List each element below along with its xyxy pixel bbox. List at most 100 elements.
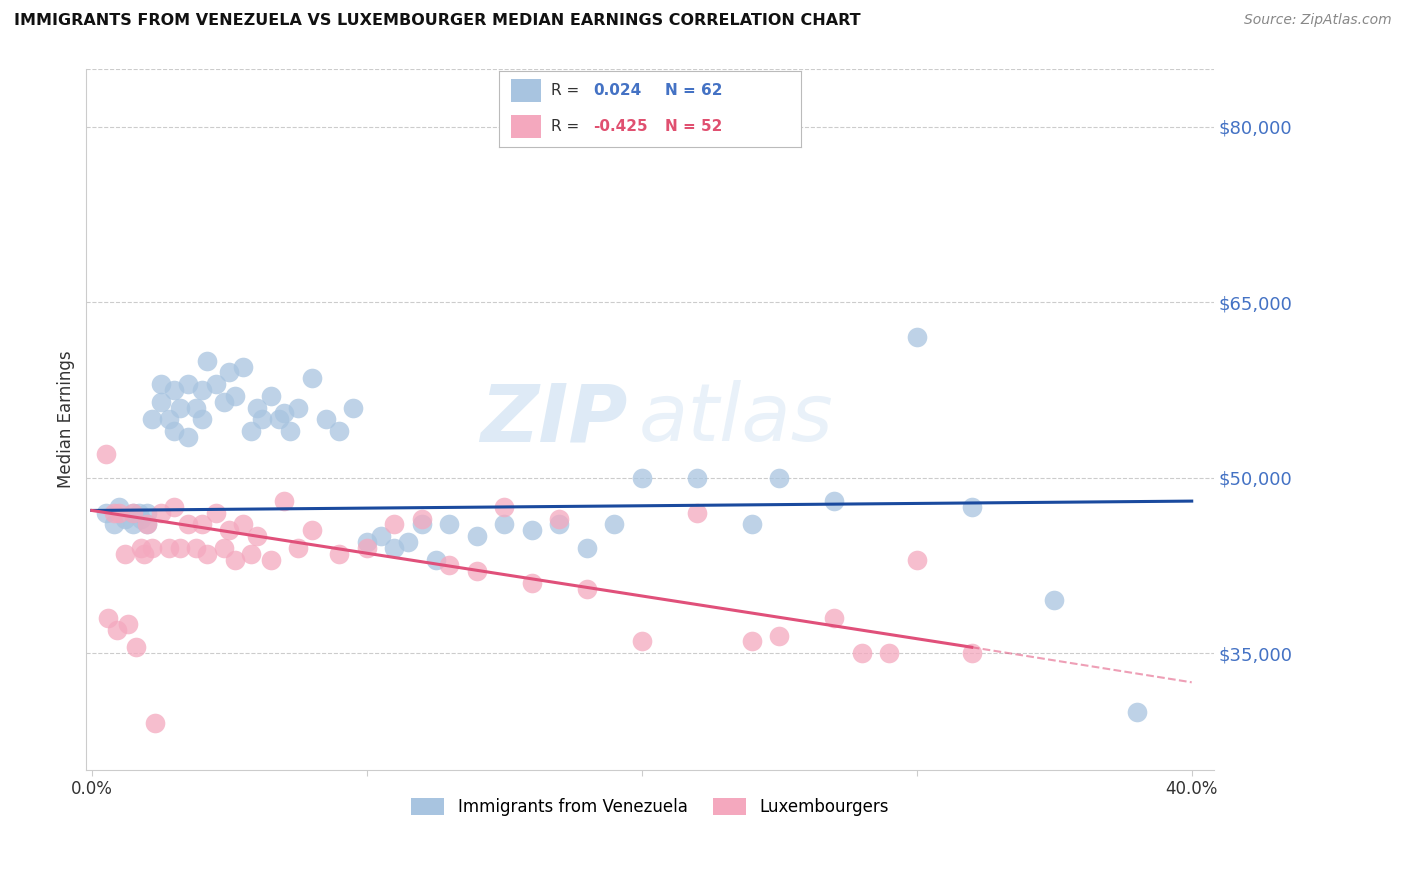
Text: R =: R = (551, 120, 579, 134)
Point (252, 412, 274, 426)
Point (125, 640, 148, 655)
Point (114, 511, 136, 525)
Point (97, 611, 120, 625)
Point (356, 541, 378, 555)
Point (212, 541, 235, 555)
Point (494, 500, 516, 514)
Point (425, 552, 447, 566)
Point (191, 517, 214, 532)
Point (267, 412, 290, 426)
Point (768, 628, 790, 642)
Point (273, 494, 295, 508)
Point (411, 517, 433, 532)
Point (122, 506, 145, 520)
Point (149, 377, 172, 392)
Point (259, 552, 281, 566)
Point (163, 500, 186, 514)
Point (851, 646, 873, 660)
Point (259, 389, 281, 403)
Point (135, 517, 157, 532)
Point (195, 353, 218, 368)
Point (94, 447, 117, 461)
Text: R =: R = (551, 83, 579, 98)
Point (575, 541, 598, 555)
Point (382, 541, 405, 555)
Point (163, 383, 186, 397)
Point (195, 547, 218, 561)
Point (246, 529, 269, 543)
Point (439, 517, 461, 532)
Point (117, 616, 139, 631)
Bar (512, 115, 541, 138)
Point (1125, 705, 1147, 719)
Text: N = 52: N = 52 (665, 120, 723, 134)
Point (177, 377, 200, 392)
Point (877, 646, 900, 660)
Point (328, 424, 350, 438)
Point (301, 524, 323, 538)
Point (905, 330, 928, 344)
Point (287, 541, 309, 555)
Bar (512, 79, 541, 102)
Point (157, 541, 180, 555)
Point (218, 366, 240, 380)
Point (439, 558, 461, 573)
Point (163, 424, 186, 438)
Point (520, 524, 543, 538)
Point (356, 535, 378, 549)
Point (960, 500, 983, 514)
Point (273, 406, 295, 420)
Point (149, 394, 172, 409)
Point (191, 383, 214, 397)
Point (768, 471, 790, 485)
Point (630, 634, 652, 648)
Point (494, 517, 516, 532)
Text: ZIP: ZIP (479, 380, 627, 458)
Point (114, 547, 136, 561)
Point (149, 506, 172, 520)
Text: atlas: atlas (638, 380, 834, 458)
Point (191, 412, 214, 426)
Point (186, 541, 208, 555)
Point (240, 424, 263, 438)
Point (575, 582, 598, 596)
Point (328, 547, 350, 561)
Text: -0.425: -0.425 (593, 120, 648, 134)
Point (465, 564, 488, 578)
Point (603, 517, 626, 532)
Point (224, 552, 246, 566)
Point (169, 541, 191, 555)
Point (103, 506, 125, 520)
Y-axis label: Median Earnings: Median Earnings (58, 351, 75, 488)
Point (141, 412, 163, 426)
Point (396, 535, 419, 549)
Point (186, 401, 208, 415)
Point (686, 471, 709, 485)
Point (212, 394, 235, 409)
Point (278, 424, 301, 438)
Point (122, 517, 145, 532)
Point (232, 517, 254, 532)
Point (548, 517, 571, 532)
Point (315, 412, 337, 426)
Text: 0.024: 0.024 (593, 83, 641, 98)
Point (135, 506, 157, 520)
Point (224, 389, 246, 403)
Point (823, 611, 845, 625)
Point (232, 359, 254, 374)
Point (129, 511, 152, 525)
Point (141, 541, 163, 555)
Point (103, 517, 125, 532)
Point (105, 623, 128, 637)
Point (218, 524, 240, 538)
Point (823, 494, 845, 508)
Point (370, 529, 392, 543)
Point (287, 401, 309, 415)
Point (204, 506, 226, 520)
Point (520, 576, 543, 591)
Text: IMMIGRANTS FROM VENEZUELA VS LUXEMBOURGER MEDIAN EARNINGS CORRELATION CHART: IMMIGRANTS FROM VENEZUELA VS LUXEMBOURGE… (14, 13, 860, 29)
Point (342, 401, 364, 415)
Point (169, 401, 191, 415)
Point (143, 716, 166, 731)
Text: Source: ZipAtlas.com: Source: ZipAtlas.com (1244, 13, 1392, 28)
